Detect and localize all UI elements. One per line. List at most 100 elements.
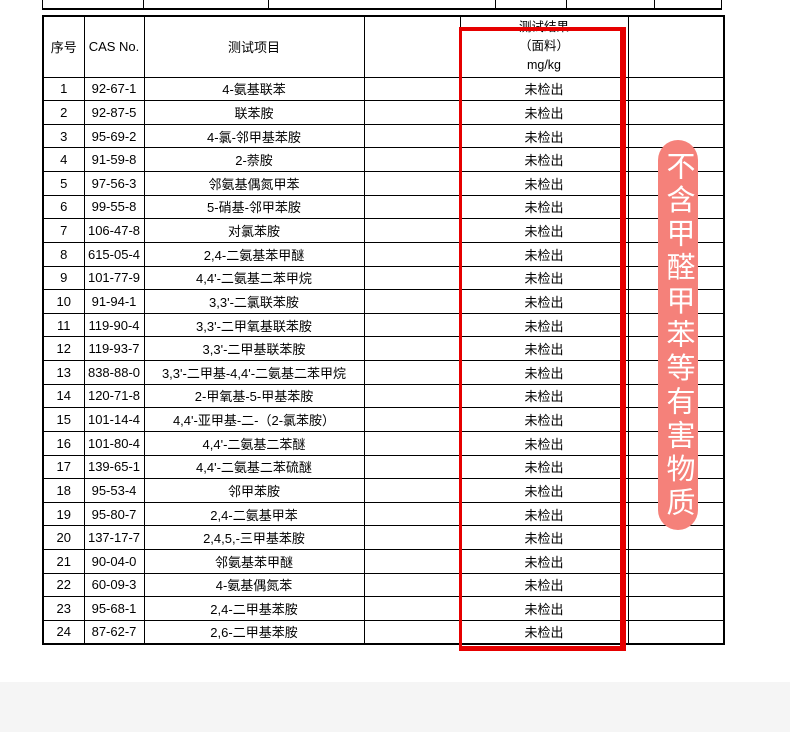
table-row: 1 92-67-1 4-氨基联苯 未检出	[42, 76, 725, 102]
header-no: 序号	[42, 15, 85, 78]
table-row: 8 615-05-4 2,4-二氨基苯甲醚 未检出	[42, 241, 725, 267]
cell-cas: 101-77-9	[83, 265, 145, 291]
header-blank	[363, 15, 461, 78]
header-result: 测试结果 （面料） mg/kg	[459, 15, 629, 78]
cell-no: 21	[42, 549, 85, 574]
cell-blank	[363, 336, 461, 361]
result-highlight-box	[459, 27, 626, 651]
cell-item: 3,3'-二甲基联苯胺	[143, 336, 365, 361]
cell-blank	[363, 478, 461, 503]
header-result-line2: （面料）	[518, 39, 569, 54]
cell-no: 2	[42, 100, 85, 125]
cell-no: 11	[42, 312, 85, 338]
cell-blank	[363, 194, 461, 220]
cell-item: 2-甲氧基-5-甲基苯胺	[143, 383, 365, 409]
cell-item: 4-氨基偶氮苯	[143, 572, 365, 598]
cell-result: 未检出	[459, 241, 629, 267]
cell-cas: 838-88-0	[83, 360, 145, 385]
cell-item: 联苯胺	[143, 100, 365, 125]
cell-cas: 139-65-1	[83, 454, 145, 480]
cell-no: 22	[42, 572, 85, 598]
grid-line	[268, 0, 269, 8]
cell-blank	[363, 123, 461, 149]
cell-cas: 119-93-7	[83, 336, 145, 361]
table-row: 23 95-68-1 2,4-二甲基苯胺 未检出	[42, 596, 725, 621]
cell-cas: 92-87-5	[83, 100, 145, 125]
cell-cas: 92-67-1	[83, 76, 145, 102]
cell-blank	[363, 360, 461, 385]
cell-cas: 95-68-1	[83, 596, 145, 621]
cell-no: 5	[42, 171, 85, 196]
table-row: 20 137-17-7 2,4,5,-三甲基苯胺 未检出	[42, 525, 725, 550]
cell-cas: 615-05-4	[83, 241, 145, 267]
cell-blank	[363, 147, 461, 172]
cell-blank	[363, 549, 461, 574]
cell-blank	[363, 596, 461, 621]
cell-cas: 99-55-8	[83, 194, 145, 220]
cell-no: 1	[42, 76, 85, 102]
cell-result: 未检出	[459, 501, 629, 527]
cell-cas: 91-59-8	[83, 147, 145, 172]
cell-result: 未检出	[459, 336, 629, 361]
header-result-line3: mg/kg	[526, 58, 562, 73]
cell-no: 7	[42, 218, 85, 243]
cell-cas: 137-17-7	[83, 525, 145, 550]
cell-blank	[363, 289, 461, 314]
header-cas: CAS No.	[83, 15, 145, 78]
cell-no: 3	[42, 123, 85, 149]
table-row: 13 838-88-0 3,3'-二甲基-4,4'-二氨基二苯甲烷 未检出	[42, 360, 725, 385]
cell-no: 9	[42, 265, 85, 291]
cell-result: 未检出	[459, 407, 629, 432]
cell-blank	[363, 501, 461, 527]
cell-no: 19	[42, 501, 85, 527]
cell-blank	[363, 312, 461, 338]
previous-table-bottom-edge	[42, 0, 722, 10]
cell-blank	[363, 171, 461, 196]
cell-item: 对氯苯胺	[143, 218, 365, 243]
table-row: 5 97-56-3 邻氨基偶氮甲苯 未检出	[42, 171, 725, 196]
no-harmful-substances-banner: 不含甲醛甲苯等有害物质	[658, 140, 698, 530]
cell-cas: 106-47-8	[83, 218, 145, 243]
cell-result: 未检出	[459, 478, 629, 503]
cell-item: 2,4-二氨基苯甲醚	[143, 241, 365, 267]
cell-no: 15	[42, 407, 85, 432]
cell-result: 未检出	[459, 312, 629, 338]
cell-no: 23	[42, 596, 85, 621]
cell-result: 未检出	[459, 430, 629, 456]
cell-item: 邻氨基苯甲醚	[143, 549, 365, 574]
table-row: 21 90-04-0 邻氨基苯甲醚 未检出	[42, 549, 725, 574]
cell-item: 邻氨基偶氮甲苯	[143, 171, 365, 196]
cell-blank	[363, 525, 461, 550]
cell-item: 2,4,5,-三甲基苯胺	[143, 525, 365, 550]
table-row: 14 120-71-8 2-甲氧基-5-甲基苯胺 未检出	[42, 383, 725, 409]
cell-blank	[363, 76, 461, 102]
cell-cas: 60-09-3	[83, 572, 145, 598]
header-row: 序号 CAS No. 测试项目 测试结果 （面料） mg/kg	[42, 15, 725, 78]
cell-no: 24	[42, 619, 85, 645]
cell-blank	[363, 572, 461, 598]
cell-blank-right	[627, 549, 725, 574]
table-row: 3 95-69-2 4-氯-邻甲基苯胺 未检出	[42, 123, 725, 149]
cell-cas: 90-04-0	[83, 549, 145, 574]
header-item: 测试项目	[143, 15, 365, 78]
cell-cas: 95-53-4	[83, 478, 145, 503]
cell-no: 10	[42, 289, 85, 314]
cell-item: 4-氯-邻甲基苯胺	[143, 123, 365, 149]
cell-cas: 95-69-2	[83, 123, 145, 149]
header-blank-right	[627, 15, 725, 78]
cell-blank	[363, 430, 461, 456]
cell-cas: 101-80-4	[83, 430, 145, 456]
grid-line	[566, 0, 567, 8]
cell-cas: 120-71-8	[83, 383, 145, 409]
table-row: 15 101-14-4 4,4'-亚甲基-二-（2-氯苯胺） 未检出	[42, 407, 725, 432]
cell-cas: 97-56-3	[83, 171, 145, 196]
cell-cas: 95-80-7	[83, 501, 145, 527]
cell-result: 未检出	[459, 383, 629, 409]
cell-blank	[363, 619, 461, 645]
cell-item: 4,4'-二氨基二苯醚	[143, 430, 365, 456]
cell-item: 3,3'-二甲氧基联苯胺	[143, 312, 365, 338]
cell-no: 6	[42, 194, 85, 220]
table-row: 17 139-65-1 4,4'-二氨基二苯硫醚 未检出	[42, 454, 725, 480]
cell-item: 4,4'-二氨基二苯甲烷	[143, 265, 365, 291]
cell-no: 16	[42, 430, 85, 456]
